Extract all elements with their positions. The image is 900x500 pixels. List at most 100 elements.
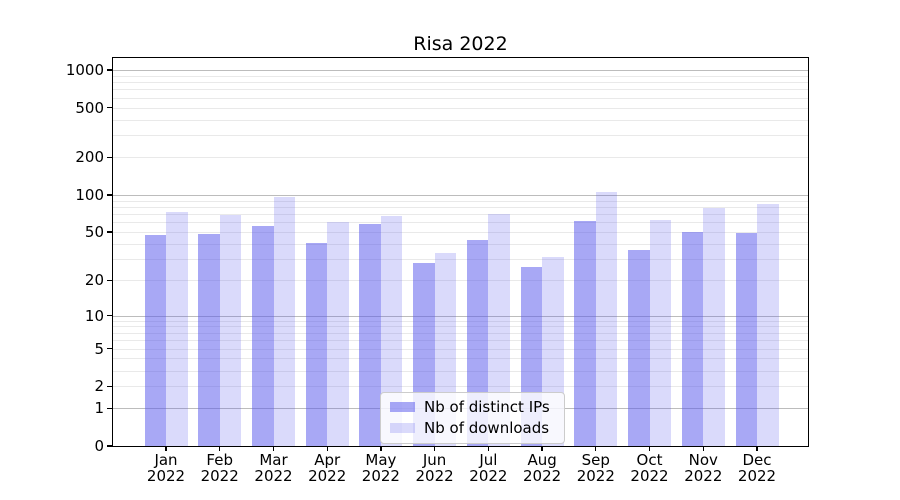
gridline-minor-9 xyxy=(113,320,808,322)
x-tick-label-feb-2022: Feb 2022 xyxy=(200,451,239,485)
x-tick-mark-sep-2022 xyxy=(595,446,597,451)
x-tick-label-jul-2022: Jul 2022 xyxy=(469,451,508,485)
gridline-major-100 xyxy=(113,194,808,196)
x-tick-mark-feb-2022 xyxy=(219,446,221,451)
x-tick-mark-oct-2022 xyxy=(648,446,651,451)
x-tick-label-nov-2022: Nov 2022 xyxy=(684,451,723,485)
bar-distinct-ips-may-2022 xyxy=(359,224,381,446)
gridline-minor-40 xyxy=(113,243,808,245)
bar-downloads-oct-2022 xyxy=(649,219,671,446)
x-tick-label-jan-2022: Jan 2022 xyxy=(146,451,186,485)
legend-item-downloads: Nb of downloads xyxy=(390,419,556,437)
y-tick-mark-200 xyxy=(107,156,112,159)
x-tick-mark-aug-2022 xyxy=(541,446,543,451)
y-tick-mark-1 xyxy=(107,407,112,409)
y-tick-mark-2 xyxy=(107,385,112,387)
gridline-minor-4 xyxy=(113,358,808,360)
bar-distinct-ips-nov-2022 xyxy=(681,232,704,446)
gridline-minor-50 xyxy=(113,232,808,233)
bar-distinct-ips-jan-2022 xyxy=(144,235,166,446)
x-tick-label-jun-2022: Jun 2022 xyxy=(415,451,454,485)
x-tick-mark-mar-2022 xyxy=(272,446,275,451)
y-tick-mark-20 xyxy=(107,279,112,281)
bar-distinct-ips-apr-2022 xyxy=(305,242,328,446)
gridline-major-10 xyxy=(113,315,808,317)
x-tick-mark-jul-2022 xyxy=(487,446,490,451)
y-tick-mark-50 xyxy=(107,231,112,233)
y-tick-mark-1000 xyxy=(107,69,112,71)
y-tick-label-20: 20 xyxy=(84,271,104,290)
gridline-minor-60 xyxy=(113,222,808,224)
bar-distinct-ips-dec-2022 xyxy=(735,233,757,446)
gridline-minor-20 xyxy=(113,280,808,282)
gridline-minor-2 xyxy=(113,386,808,388)
y-tick-label-50: 50 xyxy=(84,223,104,241)
y-tick-label-1000: 1000 xyxy=(65,61,104,79)
y-tick-mark-100 xyxy=(107,194,112,196)
legend: Nb of distinct IPs Nb of downloads xyxy=(380,392,565,444)
bar-downloads-feb-2022 xyxy=(219,214,242,446)
y-tick-label-10: 10 xyxy=(84,306,104,325)
bar-downloads-apr-2022 xyxy=(327,222,349,446)
gridline-minor-7 xyxy=(113,332,808,334)
x-tick-label-apr-2022: Apr 2022 xyxy=(308,451,347,485)
gridline-minor-900 xyxy=(113,75,808,77)
y-tick-mark-0 xyxy=(107,445,112,447)
x-tick-label-may-2022: May 2022 xyxy=(361,451,400,485)
x-tick-label-sep-2022: Sep 2022 xyxy=(576,451,615,485)
legend-item-distinct-ips: Nb of distinct IPs xyxy=(390,398,556,416)
gridline-minor-70 xyxy=(113,214,808,215)
legend-swatch-downloads xyxy=(390,423,415,433)
gridline-minor-80 xyxy=(113,206,808,208)
x-tick-mark-dec-2022 xyxy=(756,446,758,451)
gridline-minor-5 xyxy=(113,348,808,350)
gridline-minor-600 xyxy=(113,97,808,99)
y-tick-label-1: 1 xyxy=(94,399,104,418)
gridline-minor-400 xyxy=(113,119,808,121)
bar-distinct-ips-sep-2022 xyxy=(574,220,596,446)
gridline-minor-30 xyxy=(113,259,808,261)
gridline-minor-700 xyxy=(113,89,808,91)
bar-distinct-ips-mar-2022 xyxy=(252,226,274,446)
x-tick-label-dec-2022: Dec 2022 xyxy=(737,451,777,485)
gridline-major-1000 xyxy=(113,70,808,71)
gridline-minor-90 xyxy=(113,200,808,202)
bar-downloads-dec-2022 xyxy=(757,204,779,446)
y-tick-label-5: 5 xyxy=(94,339,104,358)
legend-swatch-distinct-ips xyxy=(390,402,415,412)
x-tick-label-oct-2022: Oct 2022 xyxy=(630,451,669,485)
y-tick-label-100: 100 xyxy=(75,185,104,204)
gridline-minor-3 xyxy=(113,370,808,372)
gridline-minor-200 xyxy=(113,157,808,159)
bar-downloads-sep-2022 xyxy=(595,191,618,446)
chart-title: Risa 2022 xyxy=(413,33,508,55)
gridline-minor-500 xyxy=(113,107,808,109)
x-tick-label-mar-2022: Mar 2022 xyxy=(254,451,293,485)
bar-distinct-ips-oct-2022 xyxy=(628,249,650,446)
x-tick-mark-jun-2022 xyxy=(433,446,436,451)
x-tick-label-aug-2022: Aug 2022 xyxy=(523,451,562,485)
y-tick-mark-5 xyxy=(107,347,112,350)
x-tick-mark-apr-2022 xyxy=(326,446,328,451)
plot-area: Nb of distinct IPs Nb of downloads xyxy=(112,57,809,447)
bar-downloads-mar-2022 xyxy=(273,197,295,446)
legend-label-downloads: Nb of downloads xyxy=(424,419,550,437)
legend-label-distinct-ips: Nb of distinct IPs xyxy=(424,398,550,416)
gridline-minor-8 xyxy=(113,326,808,328)
bar-downloads-nov-2022 xyxy=(703,208,725,446)
y-tick-label-200: 200 xyxy=(75,148,104,167)
x-tick-mark-may-2022 xyxy=(380,446,382,451)
y-tick-mark-500 xyxy=(107,107,112,109)
y-tick-label-0: 0 xyxy=(94,437,104,455)
y-tick-mark-10 xyxy=(107,314,112,317)
x-tick-mark-jan-2022 xyxy=(165,446,167,451)
bar-downloads-jan-2022 xyxy=(166,211,188,446)
bar-downloads-may-2022 xyxy=(380,216,403,446)
bar-distinct-ips-feb-2022 xyxy=(198,234,220,446)
bar-downloads-jul-2022 xyxy=(488,214,510,446)
gridline-minor-800 xyxy=(113,82,808,84)
gridline-minor-300 xyxy=(113,135,808,137)
gridline-minor-6 xyxy=(113,340,808,342)
y-tick-label-500: 500 xyxy=(75,98,104,117)
